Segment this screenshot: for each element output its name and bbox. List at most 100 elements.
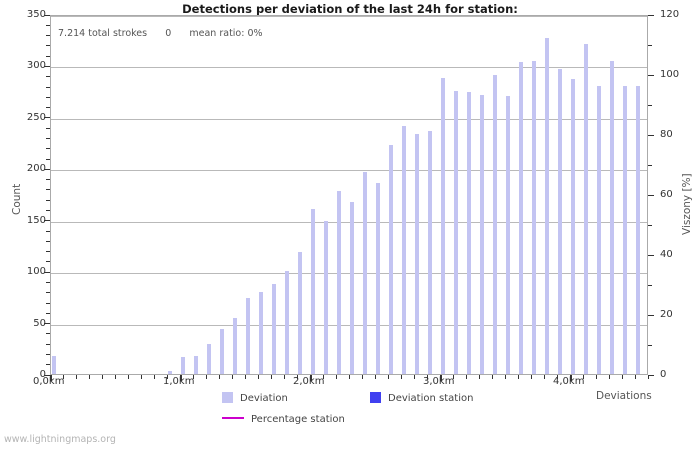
bar <box>596 86 601 374</box>
bar <box>415 134 420 374</box>
y-tick-label-right: 20 <box>660 309 673 320</box>
chart-title: Detections per deviation of the last 24h… <box>182 2 518 16</box>
x-tick-mark <box>608 375 610 379</box>
y-tick-mark-left <box>46 353 50 355</box>
legend-item-deviation[interactable]: Deviation <box>222 392 288 404</box>
x-tick-label: 1,0km <box>163 376 195 387</box>
bar <box>570 78 575 374</box>
y-tick-mark-right <box>648 164 652 166</box>
y-axis-right-label: Viszony [%] <box>681 173 693 235</box>
x-tick-mark <box>439 375 442 381</box>
y-tick-mark-left <box>44 374 50 376</box>
y-tick-label-left: 150 <box>26 214 46 226</box>
x-tick-mark <box>621 375 623 379</box>
x-tick-mark <box>283 375 285 379</box>
y-tick-mark-left <box>44 168 50 170</box>
y-tick-mark-right <box>648 374 654 376</box>
x-tick-mark <box>478 375 480 379</box>
gridline <box>51 16 647 17</box>
y-tick-label-right: 120 <box>660 9 680 20</box>
y-axis-left-label: Count <box>11 183 23 215</box>
legend-swatch-deviation-station <box>370 392 381 403</box>
y-tick-mark-left <box>44 14 50 16</box>
y-tick-mark-left <box>44 65 50 67</box>
bar <box>635 86 640 374</box>
legend-item-deviation-station[interactable]: Deviation station <box>370 392 473 404</box>
bar <box>454 91 459 374</box>
plot-area <box>50 15 648 375</box>
y-tick-mark-left <box>46 199 50 201</box>
bar <box>272 283 277 374</box>
x-tick-label: 2,0km <box>293 376 325 387</box>
y-tick-mark-left <box>44 271 50 273</box>
bar <box>480 95 485 374</box>
y-tick-mark-left <box>46 148 50 150</box>
bar <box>583 43 588 374</box>
x-tick-mark <box>530 375 532 379</box>
y-tick-label-left: 50 <box>33 317 46 329</box>
x-tick-mark <box>426 375 428 379</box>
x-tick-mark <box>62 375 64 379</box>
bar <box>246 297 251 374</box>
y-tick-mark-right <box>648 14 654 16</box>
x-tick-mark <box>153 375 155 379</box>
x-tick-mark <box>322 375 324 379</box>
y-tick-mark-right <box>648 74 654 76</box>
x-tick-label: 0,0km <box>33 376 65 387</box>
x-tick-mark <box>634 375 636 379</box>
x-tick-mark <box>205 375 207 379</box>
x-tick-mark <box>374 375 376 379</box>
y-tick-label-left: 100 <box>26 266 46 278</box>
y-tick-mark-left <box>44 220 50 222</box>
y-tick-mark-left <box>46 158 50 160</box>
x-tick-mark <box>491 375 493 379</box>
y-tick-mark-left <box>46 179 50 181</box>
bar <box>428 131 433 374</box>
y-tick-mark-left <box>46 292 50 294</box>
x-tick-mark <box>400 375 402 379</box>
x-tick-label: 3,0km <box>423 376 455 387</box>
bar <box>337 190 342 374</box>
y-tick-mark-left <box>46 189 50 191</box>
bar-series-deviation <box>51 16 647 374</box>
x-tick-mark <box>647 375 649 379</box>
x-tick-mark <box>75 375 77 379</box>
bar <box>298 251 303 374</box>
y-tick-mark-right <box>648 314 654 316</box>
y-tick-mark-left <box>46 240 50 242</box>
x-tick-mark <box>595 375 597 379</box>
bar <box>609 61 614 374</box>
y-tick-mark-left <box>46 281 50 283</box>
legend-item-percentage-station[interactable]: Percentage station <box>222 414 345 425</box>
bar <box>506 96 510 374</box>
y-tick-mark-left <box>44 117 50 119</box>
gridline <box>51 170 647 172</box>
y-tick-label-right: 100 <box>660 69 680 80</box>
y-tick-label-right: 40 <box>660 249 673 260</box>
bar <box>622 86 627 374</box>
bar <box>557 68 562 374</box>
y-tick-mark-left <box>46 343 50 345</box>
gridline <box>51 221 647 223</box>
x-tick-mark <box>452 375 454 379</box>
bar <box>168 370 173 374</box>
y-tick-label-left: 350 <box>26 9 46 20</box>
x-tick-mark <box>335 375 337 379</box>
bar <box>324 220 329 374</box>
y-tick-mark-left <box>46 127 50 129</box>
x-tick-mark <box>88 375 90 379</box>
gridline <box>51 67 647 69</box>
x-tick-mark <box>309 375 312 381</box>
x-tick-mark <box>348 375 350 379</box>
bar <box>467 92 472 374</box>
chart-annotation: 7.214 total strokes 0 mean ratio: 0% <box>58 28 263 39</box>
y-tick-mark-right <box>648 134 654 136</box>
x-tick-mark <box>49 375 52 381</box>
x-tick-mark <box>543 375 545 379</box>
x-tick-mark <box>179 375 182 381</box>
x-tick-label: 4,0km <box>553 376 585 387</box>
y-tick-mark-right <box>648 254 654 256</box>
y-tick-mark-right <box>648 44 652 46</box>
x-tick-mark <box>504 375 506 379</box>
y-tick-label-right: 80 <box>660 129 673 140</box>
